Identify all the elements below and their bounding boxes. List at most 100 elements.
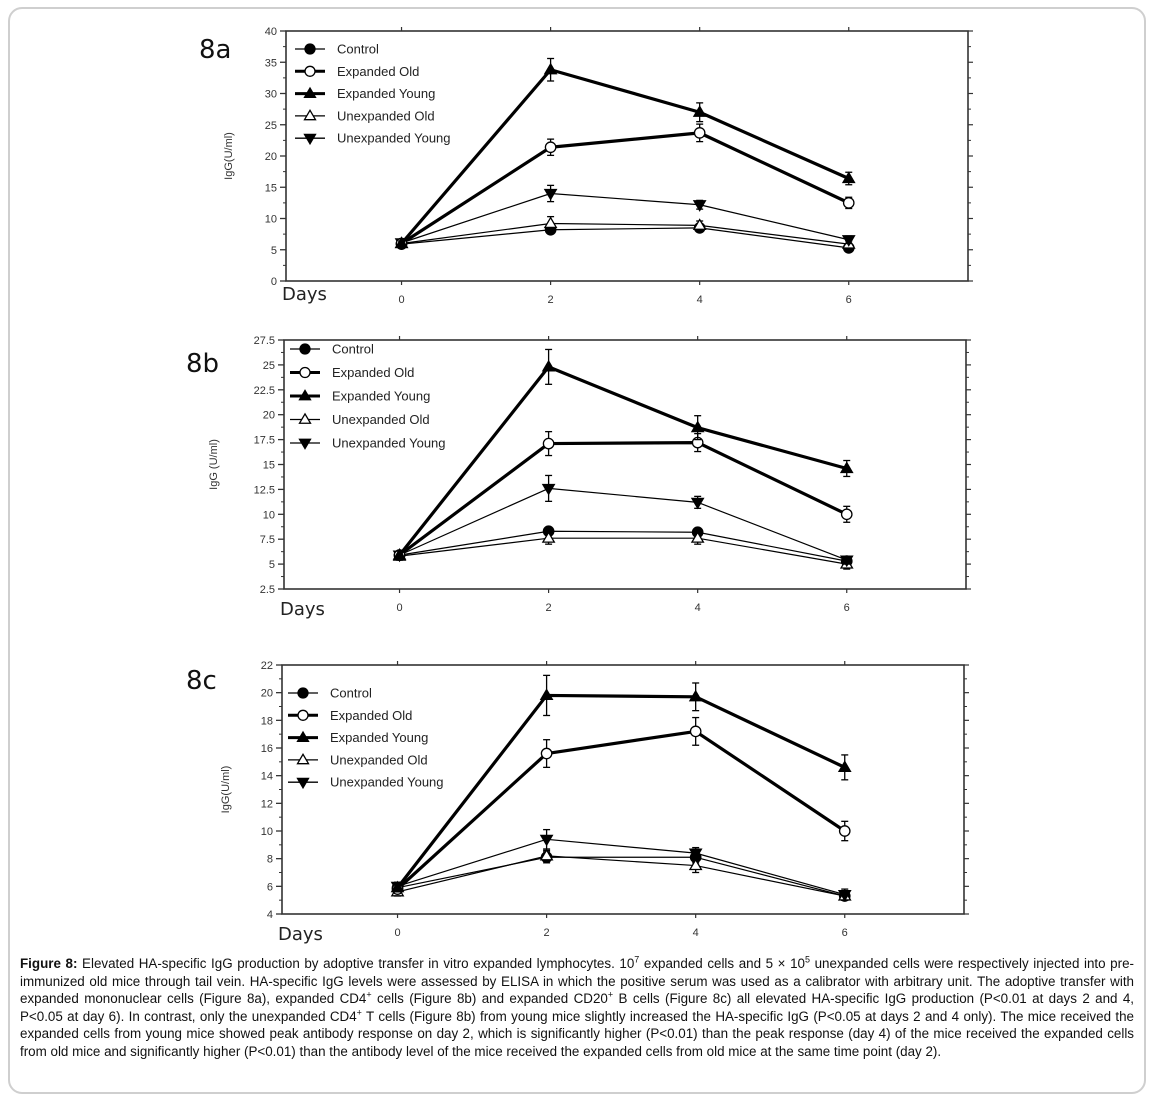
legend-item: Control (295, 42, 379, 57)
y-tick-label: 0 (271, 276, 277, 288)
x-tick-label: 0 (394, 927, 400, 939)
caption-superscript: 7 (634, 954, 640, 965)
panel-label: 8b (186, 349, 219, 379)
series-line (400, 131, 850, 245)
caption-superscript: + (607, 989, 614, 1000)
chart-panel-8c: 8c 4 6 8 10 12 14 16 18 20 22 IgG(U/ml) 0 2 4 6 Days Cont… (186, 660, 969, 945)
legend-item: Expanded Young (290, 389, 430, 404)
data-point (390, 880, 405, 893)
legend-marker (299, 366, 311, 379)
data-point (394, 236, 409, 249)
series-line (396, 729, 846, 891)
figure-frame (8, 7, 1146, 1094)
legend-item: Unexpanded Old (288, 752, 428, 767)
data-point (542, 437, 555, 450)
series-line (399, 530, 847, 562)
legend-marker (296, 777, 310, 790)
y-axis: 0 5 10 15 20 25 30 35 40 (265, 26, 973, 288)
series-expanded-young (390, 674, 852, 893)
legend-item: Expanded Old (290, 365, 414, 380)
series-unexpanded-young (394, 184, 856, 250)
data-point (539, 834, 554, 847)
legend: Control Expanded Old Expanded Young Unexpan… (290, 342, 446, 451)
series-line (401, 192, 849, 244)
legend-label: Expanded Old (330, 708, 412, 723)
data-point (692, 218, 707, 230)
legend-item: Expanded Old (295, 64, 419, 79)
caption-superscript: 5 (805, 954, 811, 965)
caption-superscript: + (366, 989, 372, 1000)
legend-item: Control (290, 342, 374, 357)
series-expanded-old (395, 123, 855, 250)
y-tick-label: 22.5 (254, 385, 275, 397)
data-point (688, 858, 703, 871)
y-tick-label: 18 (261, 715, 273, 727)
y-axis-label: IgG(U/ml) (220, 766, 232, 814)
y-tick-label: 5 (269, 559, 275, 571)
legend-item: Expanded Young (295, 86, 435, 101)
data-point (543, 62, 558, 75)
data-point (541, 359, 556, 372)
series-line (401, 222, 849, 245)
legend-label: Unexpanded Old (332, 412, 430, 427)
series-line (399, 537, 847, 565)
y-tick-label: 6 (267, 881, 273, 893)
data-point (541, 531, 556, 543)
x-tick-label: 0 (398, 294, 404, 306)
data-point (841, 235, 856, 247)
legend: Control Expanded Old Expanded Young Unexpan… (295, 42, 451, 146)
legend-marker (296, 730, 310, 743)
series-line (397, 855, 845, 897)
series-line (397, 838, 845, 896)
series-expanded-young (394, 57, 856, 249)
data-point (690, 531, 705, 543)
x-axis: 0 2 4 6 (394, 661, 848, 939)
series-unexpanded-old (394, 215, 856, 249)
y-axis-label: IgG (U/ml) (208, 439, 220, 490)
legend-label: Unexpanded Young (330, 775, 444, 790)
x-tick-label: 2 (546, 602, 552, 614)
legend-item: Expanded Young (288, 730, 428, 745)
y-tick-label: 27.5 (254, 335, 275, 347)
x-tick-label: 6 (846, 294, 852, 306)
y-tick-label: 20 (263, 410, 275, 422)
y-tick-label: 10 (261, 826, 273, 838)
y-axis-label: IgG(U/ml) (223, 132, 235, 180)
y-tick-label: 8 (267, 854, 273, 866)
data-point (690, 420, 705, 433)
legend-marker (303, 86, 317, 99)
y-tick-label: 10 (265, 214, 277, 226)
legend: Control Expanded Old Expanded Young Unexpan… (288, 686, 444, 790)
data-point (544, 141, 557, 154)
x-tick-label: 4 (693, 927, 699, 939)
legend-marker (297, 687, 309, 699)
data-point (539, 688, 554, 701)
x-axis-label: Days (280, 599, 325, 620)
legend-marker (304, 65, 316, 77)
legend-label: Control (330, 686, 372, 701)
x-tick-label: 4 (697, 294, 703, 306)
data-point (693, 127, 706, 139)
legend-label: Control (332, 342, 374, 357)
legend-item: Control (288, 686, 372, 701)
y-tick-label: 20 (265, 151, 277, 163)
data-point (839, 555, 854, 568)
series-line (398, 365, 848, 557)
caption-body: Elevated HA-specific IgG production by a… (20, 954, 1135, 1059)
legend-marker (304, 43, 316, 55)
legend-label: Unexpanded Old (337, 108, 435, 123)
y-tick-label: 7.5 (260, 534, 275, 546)
series-group (394, 57, 856, 254)
panel-label: 8a (199, 35, 231, 65)
series-line (400, 68, 850, 245)
series-group (390, 674, 852, 902)
y-tick-label: 20 (261, 688, 273, 700)
data-point (543, 188, 558, 201)
series-line (401, 227, 849, 249)
x-tick-label: 2 (548, 294, 554, 306)
x-tick-label: 2 (544, 927, 550, 939)
y-tick-label: 10 (263, 509, 275, 521)
series-expanded-old (391, 716, 851, 895)
legend-item: Unexpanded Old (295, 108, 435, 123)
